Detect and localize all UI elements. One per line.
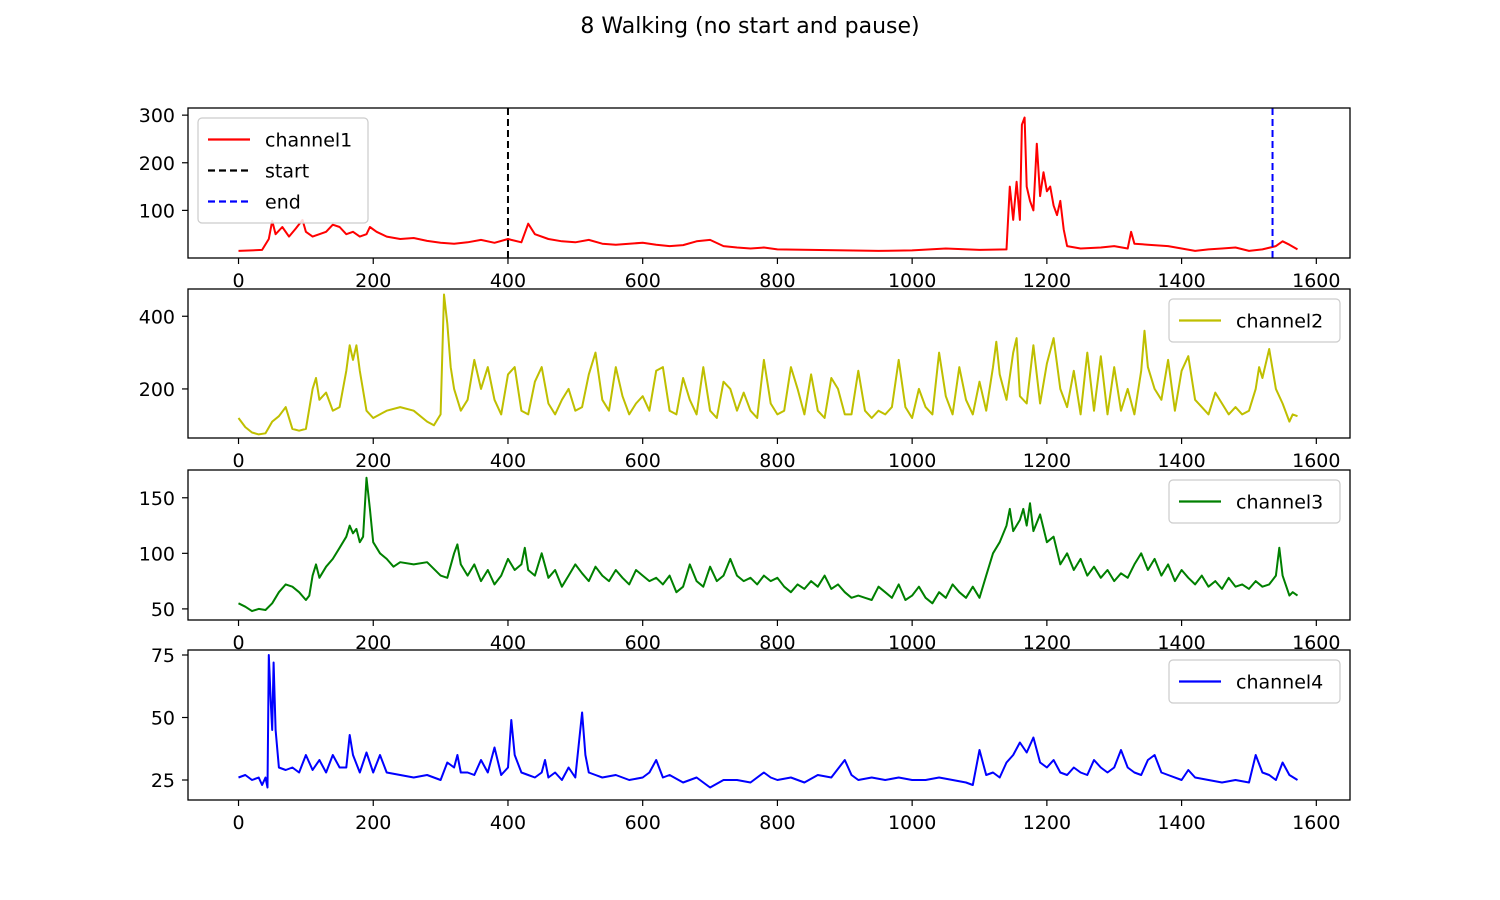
- figure-title: 8 Walking (no start and pause): [580, 14, 920, 39]
- legend-box: [1168, 659, 1341, 704]
- series-line-channel2: [237, 293, 1298, 436]
- series-line-channel4: [238, 654, 1299, 789]
- x-tick-label: 1200: [1023, 812, 1071, 834]
- x-tick-label: 200: [355, 632, 391, 654]
- y-tick-label: 75: [151, 645, 175, 667]
- x-tick-label: 1200: [1023, 632, 1071, 654]
- x-tick-label: 200: [355, 270, 391, 292]
- y-tick-label: 200: [139, 153, 175, 175]
- x-tick-label: 800: [759, 632, 795, 654]
- x-tick-label: 200: [355, 450, 391, 472]
- legend-box: [1168, 479, 1341, 524]
- x-tick-label: 800: [759, 812, 795, 834]
- x-tick-label: 400: [490, 632, 526, 654]
- y-tick-label: 100: [139, 543, 175, 565]
- x-tick-label: 1400: [1157, 632, 1205, 654]
- x-tick-label: 1600: [1292, 270, 1340, 292]
- axes-frame: [187, 469, 1351, 621]
- axes-frame: [187, 649, 1351, 801]
- x-tick-label: 1000: [888, 632, 936, 654]
- legend: channel1 start end: [197, 117, 369, 224]
- legend: channel4: [1168, 659, 1341, 704]
- legend: channel2: [1168, 298, 1341, 343]
- x-tick-label: 1000: [888, 450, 936, 472]
- legend-label-channel1: channel1: [265, 130, 352, 152]
- x-tick-label: 1000: [888, 812, 936, 834]
- x-tick-label: 600: [625, 450, 661, 472]
- series-line-channel1: [238, 116, 1299, 252]
- legend-box: [1168, 298, 1341, 343]
- y-tick-label: 300: [139, 105, 175, 127]
- x-tick-label: 400: [490, 812, 526, 834]
- x-tick-label: 800: [759, 270, 795, 292]
- x-tick-label: 1400: [1157, 450, 1205, 472]
- x-tick-label: 400: [490, 450, 526, 472]
- legend-label-end: end: [265, 192, 301, 214]
- legend-label-channel2: channel2: [1236, 311, 1323, 333]
- legend-box: [197, 117, 369, 224]
- legend-label-start: start: [265, 161, 309, 183]
- subplot-channel2: 0 200 400 600 800 1000 1200 1400 1600 200 400 chann…: [139, 288, 1351, 472]
- x-tick-label: 1200: [1023, 270, 1071, 292]
- x-tick-label: 1400: [1157, 812, 1205, 834]
- axes-frame: [187, 107, 1351, 259]
- y-tick-label: 50: [151, 708, 175, 730]
- y-tick-label: 25: [151, 770, 175, 792]
- x-tick-label: 1600: [1292, 450, 1340, 472]
- x-tick-label: 1600: [1292, 812, 1340, 834]
- x-tick-label: 1000: [888, 270, 936, 292]
- y-tick-label: 100: [139, 200, 175, 222]
- x-tick-label: 0: [232, 812, 244, 834]
- y-tick-label: 400: [139, 306, 175, 328]
- x-tick-label: 400: [490, 270, 526, 292]
- x-tick-label: 1600: [1292, 632, 1340, 654]
- y-tick-label: 200: [139, 379, 175, 401]
- axes-frame: [187, 288, 1351, 439]
- series-line-channel3: [238, 476, 1299, 613]
- y-tick-label: 50: [151, 599, 175, 621]
- x-tick-label: 600: [625, 632, 661, 654]
- x-tick-label: 200: [355, 812, 391, 834]
- subplot-channel1: 0 200 400 600 800 1000 1200 1400 1600 100 200 300 ch…: [139, 105, 1351, 292]
- x-tick-label: 0: [232, 632, 244, 654]
- subplot-channel4: 0 200 400 600 800 1000 1200 1400 1600 25 50 75 chann…: [151, 645, 1351, 834]
- x-tick-label: 1200: [1023, 450, 1071, 472]
- x-tick-label: 0: [232, 450, 244, 472]
- legend: channel3: [1168, 479, 1341, 524]
- y-tick-label: 150: [139, 488, 175, 510]
- x-tick-label: 800: [759, 450, 795, 472]
- legend-label-channel3: channel3: [1236, 492, 1323, 514]
- x-tick-label: 600: [625, 812, 661, 834]
- x-tick-label: 600: [625, 270, 661, 292]
- x-tick-label: 0: [232, 270, 244, 292]
- legend-label-channel4: channel4: [1236, 672, 1323, 694]
- x-tick-label: 1400: [1157, 270, 1205, 292]
- subplot-channel3: 0 200 400 600 800 1000 1200 1400 1600 50 100 150 cha…: [139, 469, 1351, 654]
